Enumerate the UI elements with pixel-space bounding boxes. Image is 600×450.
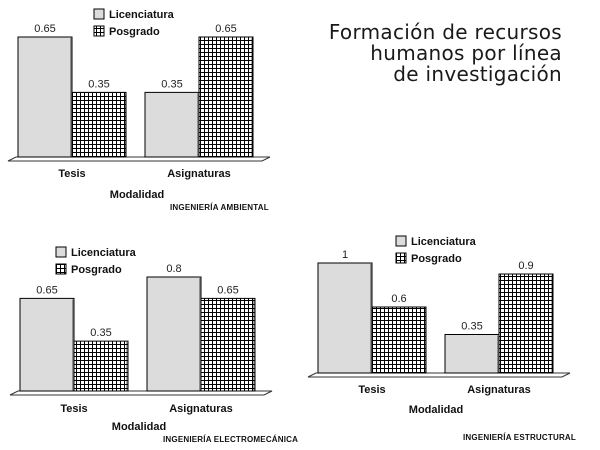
data-label-licenciatura-tesis: 0.65 [34, 23, 55, 35]
page-title-line-3: de investigación [393, 62, 562, 86]
data-label-licenciatura-asignaturas: 0.8 [166, 263, 181, 275]
page-title: Formación de recursos humanos por línea … [329, 22, 562, 85]
x-axis-title: Modalidad [110, 189, 164, 201]
legend-swatch-licenciatura [55, 246, 67, 258]
bar-posgrado-tesis [371, 306, 427, 374]
legend-label-posgrado: Posgrado [411, 253, 462, 265]
data-label-licenciatura-asignaturas: 0.35 [461, 321, 482, 333]
x-axis-title: Modalidad [409, 404, 463, 416]
x-tick-label-tesis: Tesis [60, 403, 87, 415]
bar-licenciatura-asignaturas [144, 91, 200, 158]
legend-swatch-licenciatura [93, 8, 105, 20]
legend-label-licenciatura: Licenciatura [109, 9, 175, 21]
legend-swatch-licenciatura [395, 235, 407, 247]
legend-label-posgrado: Posgrado [109, 26, 160, 38]
x-axis-title: Modalidad [112, 421, 166, 433]
bar-licenciatura-asignaturas [444, 334, 500, 374]
x-tick-label-asignaturas: Asignaturas [169, 403, 233, 415]
chart-floor [9, 390, 273, 396]
data-label-posgrado-tesis: 0.35 [90, 327, 111, 339]
data-label-posgrado-asignaturas: 0.9 [518, 260, 533, 272]
bar-posgrado-asignaturas [498, 273, 554, 374]
bar-licenciatura-asignaturas [146, 276, 202, 392]
x-tick-label-asignaturas: Asignaturas [467, 384, 531, 396]
x-tick-label-tesis: Tesis [358, 384, 385, 396]
chart-title: INGENIERÍA ESTRUCTURAL [463, 433, 576, 442]
x-tick-label-asignaturas: Asignaturas [167, 168, 231, 180]
legend-label-licenciatura: Licenciatura [411, 236, 477, 248]
chart-floor [307, 372, 571, 378]
data-label-licenciatura-tesis: 0.65 [36, 284, 57, 296]
legend-label-licenciatura: Licenciatura [71, 247, 137, 259]
chart-title: INGENIERÍA AMBIENTAL [170, 203, 269, 212]
bar-licenciatura-tesis [19, 297, 75, 392]
bar-posgrado-tesis [71, 91, 127, 158]
chart-title: INGENIERÍA ELECTROMECÁNICA [163, 435, 298, 444]
page-title-line-1: Formación de recursos [328, 20, 562, 44]
bar-posgrado-asignaturas [198, 36, 254, 158]
data-label-posgrado-asignaturas: 0.65 [217, 284, 238, 296]
legend-label-posgrado: Posgrado [71, 264, 122, 276]
data-label-posgrado-asignaturas: 0.65 [215, 23, 236, 35]
data-label-licenciatura-asignaturas: 0.35 [161, 78, 182, 90]
legend-swatch-posgrado [395, 252, 407, 264]
x-tick-label-tesis: Tesis [58, 168, 85, 180]
legend-swatch-posgrado [55, 263, 67, 275]
data-label-posgrado-tesis: 0.6 [391, 293, 406, 305]
bar-licenciatura-tesis [317, 262, 373, 374]
page-title-line-2: humanos por línea [370, 41, 562, 65]
data-label-posgrado-tesis: 0.35 [88, 78, 109, 90]
legend-swatch-posgrado [93, 25, 105, 37]
chart-floor [7, 156, 271, 162]
bar-posgrado-tesis [73, 340, 129, 392]
data-label-licenciatura-tesis: 1 [342, 249, 348, 261]
bar-posgrado-asignaturas [200, 297, 256, 392]
